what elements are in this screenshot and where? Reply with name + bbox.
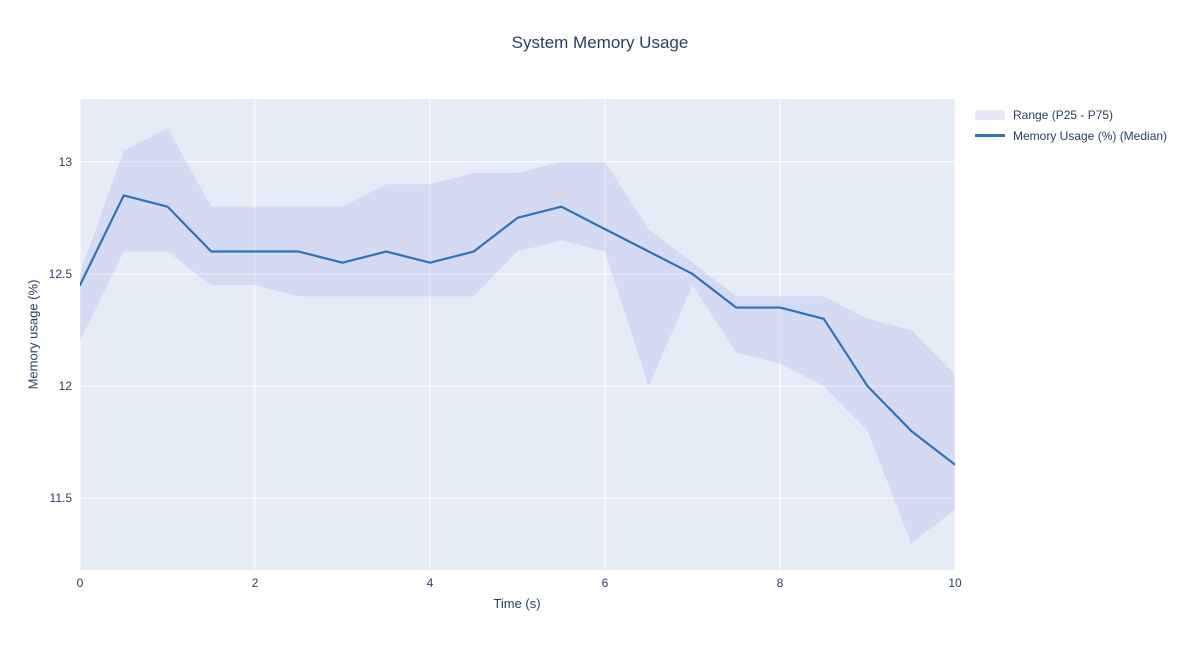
x-tick-label: 10 — [948, 576, 962, 590]
x-tick-label: 4 — [426, 576, 434, 590]
legend-item-range[interactable]: Range (P25 - P75) — [975, 104, 1167, 125]
x-axis-title: Time (s) — [493, 596, 541, 611]
x-tick-label: 0 — [76, 576, 84, 590]
y-tick-label: 12 — [58, 379, 72, 394]
plot-area[interactable] — [80, 99, 955, 570]
y-tick-label: 11.5 — [49, 491, 72, 506]
legend-item-median[interactable]: Memory Usage (%) (Median) — [975, 125, 1167, 146]
range-band — [80, 128, 955, 544]
chart-canvas — [80, 99, 955, 570]
band-swatch-icon — [975, 109, 1005, 120]
y-tick-label: 12.5 — [48, 266, 72, 281]
y-axis-title: Memory usage (%) — [25, 279, 41, 390]
y-tick-label: 13 — [58, 154, 72, 169]
legend-label: Memory Usage (%) (Median) — [1013, 128, 1168, 143]
line-swatch-icon — [975, 134, 1005, 137]
median-line — [80, 194, 955, 466]
legend: Range (P25 - P75) Memory Usage (%) (Medi… — [975, 104, 1167, 146]
x-tick-label: 8 — [776, 576, 784, 590]
x-tick-label: 6 — [601, 576, 609, 590]
x-tick-label: 2 — [251, 576, 259, 590]
legend-label: Range (P25 - P75) — [1013, 107, 1114, 122]
chart-title: System Memory Usage — [511, 33, 689, 52]
